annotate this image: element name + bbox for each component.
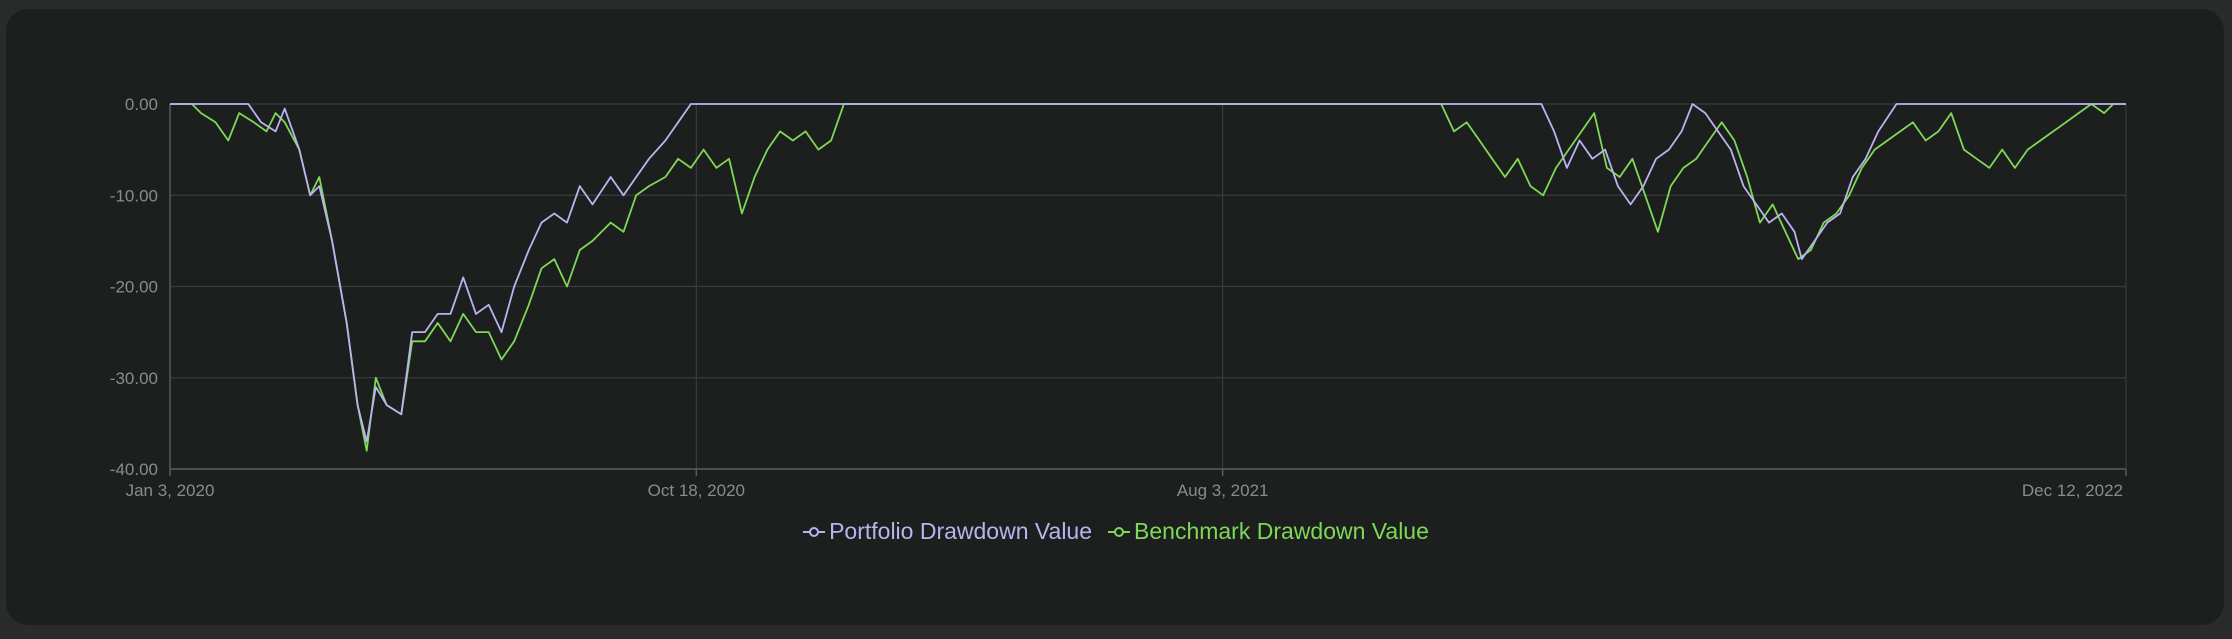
- y-tick-label: -30.00: [110, 369, 158, 388]
- x-tick-label: Jan 3, 2020: [126, 481, 215, 500]
- legend-label-benchmark: Benchmark Drawdown Value: [1134, 518, 1429, 544]
- series-lines: [170, 103, 2126, 452]
- x-tick-label: Aug 3, 2021: [1177, 481, 1269, 500]
- grid-lines: [170, 103, 2126, 470]
- portfolio-drawdown-line: [170, 103, 2126, 443]
- y-tick-label: -40.00: [110, 460, 158, 479]
- legend-item-benchmark[interactable]: Benchmark Drawdown Value: [1108, 518, 1429, 545]
- chart-card: [6, 9, 2224, 625]
- legend-item-portfolio[interactable]: Portfolio Drawdown Value: [803, 518, 1092, 545]
- tick-labels: 0.00 -10.00 -20.00 -30.00 -40.00 Jan 3, 2020 O…: [110, 95, 2123, 500]
- x-tick-label: Oct 18, 2020: [648, 481, 745, 500]
- y-tick-label: -20.00: [110, 278, 158, 297]
- legend-label-portfolio: Portfolio Drawdown Value: [829, 518, 1093, 544]
- circle-line-marker-icon: [803, 526, 826, 537]
- circle-line-marker-icon: [1108, 526, 1131, 537]
- y-tick-label: -10.00: [110, 186, 158, 205]
- x-tick-label: Dec 12, 2022: [2022, 481, 2123, 500]
- y-tick-label: 0.00: [125, 95, 158, 114]
- axes: [169, 104, 2127, 476]
- legend: Portfolio Drawdown Value Benchmark Drawd…: [0, 518, 2232, 545]
